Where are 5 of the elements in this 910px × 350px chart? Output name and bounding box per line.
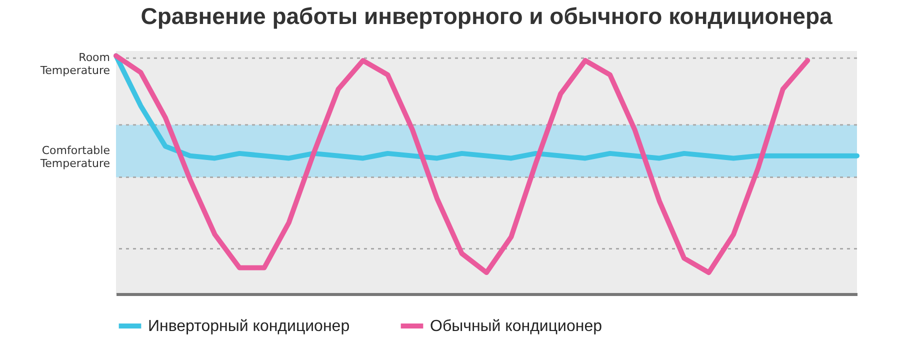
chart-title: Сравнение работы инверторного и обычного кондиционера [140,3,833,29]
legend-label: Обычный кондиционер [430,318,602,335]
ref-line-label: Room Temperature [39,51,110,78]
legend-label: Инверторный кондиционер [148,318,350,335]
band-label: Comfortable Temperature [39,144,110,170]
